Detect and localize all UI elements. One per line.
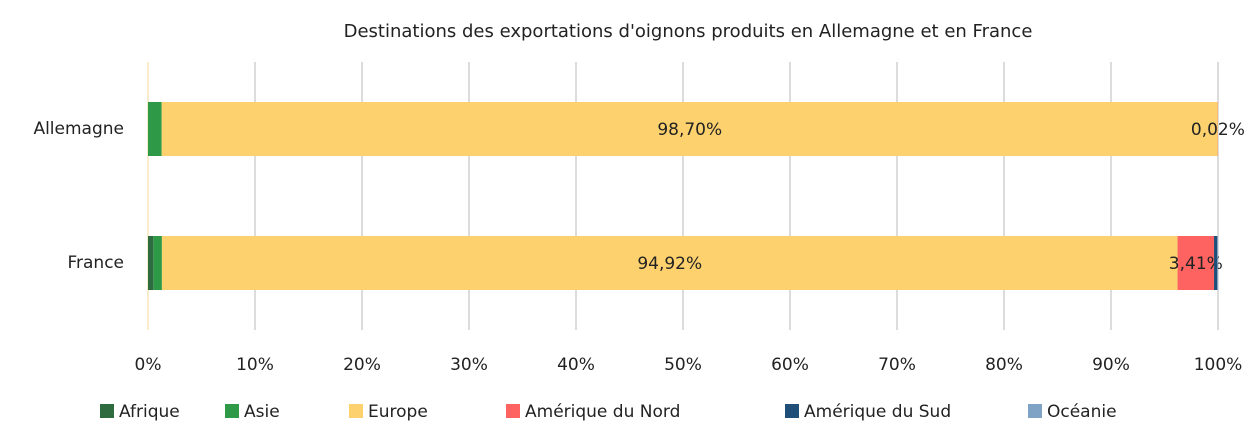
x-tick-label: 90%: [1092, 355, 1130, 375]
x-tick-label: 0%: [135, 355, 162, 375]
legend-label: Océanie: [1047, 402, 1117, 422]
x-tick-label: 60%: [771, 355, 809, 375]
legend-swatch: [225, 404, 239, 418]
bar-segment: [153, 236, 162, 290]
bar-segment: [1214, 236, 1218, 290]
bar-segment: [148, 236, 154, 290]
bar-segment: [161, 236, 1178, 290]
x-tick-label: 40%: [557, 355, 595, 375]
chart-title: Destinations des exportations d'oignons …: [344, 21, 1033, 42]
legend-label: Europe: [368, 402, 428, 422]
bar-segment: [148, 102, 162, 156]
legend-swatch: [785, 404, 799, 418]
x-tick-label: 80%: [985, 355, 1023, 375]
legend-label: Amérique du Nord: [525, 402, 680, 422]
x-tick-label: 50%: [664, 355, 702, 375]
legend-label: Amérique du Sud: [804, 402, 951, 422]
legend-label: Asie: [244, 402, 280, 422]
data-label: 98,70%: [657, 120, 722, 140]
x-tick-label: 30%: [450, 355, 488, 375]
data-label: 94,92%: [637, 254, 702, 274]
data-label: 0,02%: [1191, 120, 1245, 140]
legend-swatch: [1028, 404, 1042, 418]
x-tick-label: 20%: [343, 355, 381, 375]
y-tick-label: Allemagne: [33, 119, 124, 139]
legend-swatch: [506, 404, 520, 418]
legend-swatch: [100, 404, 114, 418]
bar-segment: [1177, 236, 1215, 290]
bar-segment: [1217, 236, 1218, 290]
x-tick-label: 100%: [1194, 355, 1243, 375]
bar-segment: [161, 102, 1218, 156]
x-tick-label: 70%: [878, 355, 916, 375]
x-tick-label: 10%: [236, 355, 274, 375]
legend-label: Afrique: [119, 402, 180, 422]
y-tick-label: France: [67, 253, 124, 273]
legend-swatch: [349, 404, 363, 418]
data-label: 3,41%: [1169, 254, 1223, 274]
